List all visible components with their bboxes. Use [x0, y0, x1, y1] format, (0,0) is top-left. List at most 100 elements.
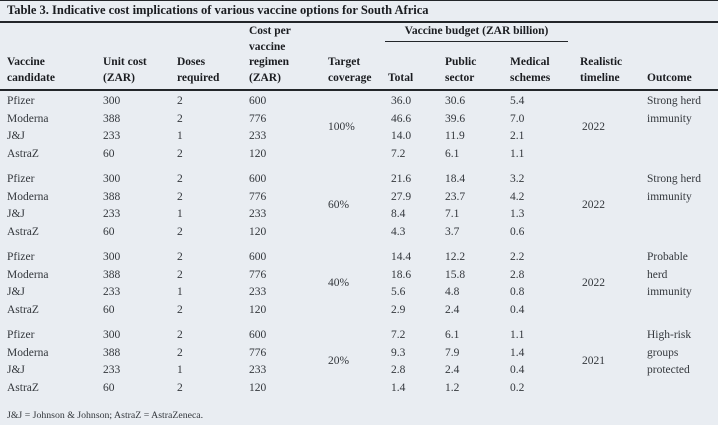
cell-medical-schemes: 0.8	[510, 286, 525, 298]
cell-doses-required: 2	[177, 190, 183, 203]
cell-public-sector: 12.2	[445, 251, 466, 263]
cell-doses-required: 1	[177, 130, 183, 142]
column-header-realistic-timeline: Realistic timeline	[580, 56, 623, 84]
cell-public-sector: 7.9	[445, 346, 460, 359]
cell-outcome: Strong herd immunity	[647, 95, 701, 125]
cell-unit-cost: 388	[103, 112, 121, 125]
cell-budget-total: 18.6	[391, 268, 412, 281]
cell-medical-schemes: 1.1	[510, 329, 525, 341]
table-header: Vaccine budget (ZAR billion) Vaccine can…	[0, 23, 718, 91]
cell-public-sector: 2.4	[445, 303, 460, 316]
cell-budget-total: 14.4	[391, 251, 412, 263]
cell-public-sector: 23.7	[445, 190, 466, 203]
cell-budget-total: 7.2	[391, 329, 406, 341]
cell-vaccine-candidate: J&J	[7, 286, 25, 298]
table-groups: Pfizer 300 2 600 36.0 30.6 5.4 Moderna 388 2 776 46…	[0, 93, 718, 397]
cell-regimen-cost: 233	[249, 130, 267, 142]
cell-vaccine-candidate: J&J	[7, 130, 25, 142]
cell-budget-total: 4.3	[391, 225, 406, 238]
cell-public-sector: 1.2	[445, 381, 460, 394]
cell-medical-schemes: 2.8	[510, 268, 525, 281]
cell-regimen-cost: 120	[249, 147, 267, 160]
cell-regimen-cost: 776	[249, 268, 267, 281]
cell-public-sector: 6.1	[445, 147, 460, 160]
cell-medical-schemes: 7.0	[510, 112, 525, 125]
column-header-unit-cost: Unit cost (ZAR)	[103, 56, 147, 84]
cell-budget-total: 36.0	[391, 95, 412, 107]
cell-doses-required: 1	[177, 208, 183, 220]
cell-vaccine-candidate: Pfizer	[7, 95, 35, 107]
cell-unit-cost: 233	[103, 364, 121, 376]
cell-public-sector: 7.1	[445, 208, 460, 220]
cell-budget-total: 8.4	[391, 208, 406, 220]
cell-medical-schemes: 1.1	[510, 147, 525, 160]
cell-budget-total: 46.6	[391, 112, 412, 125]
cell-budget-total: 21.6	[391, 173, 412, 185]
cell-realistic-timeline: 2022	[582, 277, 605, 290]
cell-public-sector: 15.8	[445, 268, 466, 281]
column-header-target-coverage: Target coverage	[328, 56, 372, 84]
cell-budget-total: 1.4	[391, 381, 406, 394]
cell-regimen-cost: 600	[249, 173, 267, 185]
cell-medical-schemes: 0.6	[510, 225, 525, 238]
cell-regimen-cost: 233	[249, 364, 267, 376]
vaccine-group: Pfizer 300 2 600 21.6 18.4 3.2 Moderna 388 2 776 27…	[0, 171, 718, 241]
cell-regimen-cost: 776	[249, 346, 267, 359]
cell-unit-cost: 60	[103, 381, 115, 394]
cell-public-sector: 18.4	[445, 173, 466, 185]
cell-outcome: Probable herd immunity	[647, 251, 692, 298]
cell-doses-required: 2	[177, 346, 183, 359]
column-header-regimen-cost: Cost per vaccine regimen (ZAR)	[249, 25, 291, 84]
cell-medical-schemes: 4.2	[510, 190, 525, 203]
cell-medical-schemes: 2.1	[510, 130, 525, 142]
cell-medical-schemes: 3.2	[510, 173, 525, 185]
cell-public-sector: 6.1	[445, 329, 460, 341]
cell-unit-cost: 300	[103, 251, 121, 263]
cell-doses-required: 2	[177, 112, 183, 125]
cell-unit-cost: 60	[103, 147, 115, 160]
cell-target-coverage: 40%	[328, 277, 350, 290]
column-header-doses-required: Doses required	[177, 56, 220, 84]
vaccine-group: Pfizer 300 2 600 7.2 6.1 1.1 Moderna 388 2 776 9.3 7…	[0, 327, 718, 397]
cell-unit-cost: 388	[103, 346, 121, 359]
cell-vaccine-candidate: Pfizer	[7, 251, 35, 263]
cell-doses-required: 2	[177, 329, 183, 341]
vaccine-group: Pfizer 300 2 600 14.4 12.2 2.2 Moderna 388 2 776 18…	[0, 249, 718, 319]
cell-vaccine-candidate: Moderna	[7, 112, 49, 125]
cell-doses-required: 2	[177, 225, 183, 238]
cell-regimen-cost: 600	[249, 329, 267, 341]
cell-vaccine-candidate: Moderna	[7, 346, 49, 359]
cell-doses-required: 2	[177, 251, 183, 263]
cell-target-coverage: 20%	[328, 355, 350, 368]
cell-regimen-cost: 120	[249, 303, 267, 316]
cell-realistic-timeline: 2022	[582, 199, 605, 212]
cell-medical-schemes: 0.4	[510, 303, 525, 316]
cell-doses-required: 2	[177, 381, 183, 394]
cell-medical-schemes: 1.3	[510, 208, 525, 220]
cell-budget-total: 5.6	[391, 286, 406, 298]
cell-budget-total: 2.8	[391, 364, 406, 376]
cell-vaccine-candidate: AstraZ	[7, 147, 39, 160]
cell-unit-cost: 388	[103, 190, 121, 203]
cell-medical-schemes: 0.4	[510, 364, 525, 376]
cell-budget-total: 7.2	[391, 147, 406, 160]
cell-public-sector: 3.7	[445, 225, 460, 238]
table-footnote: J&J = Johnson & Johnson; AstraZ = AstraZ…	[7, 410, 204, 421]
cell-regimen-cost: 120	[249, 381, 267, 394]
cell-unit-cost: 233	[103, 208, 121, 220]
cell-medical-schemes: 0.2	[510, 381, 525, 394]
column-header-vaccine-candidate: Vaccine candidate	[7, 56, 55, 84]
cell-realistic-timeline: 2021	[582, 355, 605, 368]
cell-medical-schemes: 1.4	[510, 346, 525, 359]
cell-vaccine-candidate: AstraZ	[7, 303, 39, 316]
cell-regimen-cost: 776	[249, 112, 267, 125]
cell-unit-cost: 300	[103, 329, 121, 341]
cell-vaccine-candidate: Moderna	[7, 268, 49, 281]
cell-budget-total: 14.0	[391, 130, 412, 142]
cell-public-sector: 39.6	[445, 112, 466, 125]
cell-vaccine-candidate: AstraZ	[7, 225, 39, 238]
cell-unit-cost: 233	[103, 130, 121, 142]
cell-regimen-cost: 776	[249, 190, 267, 203]
cell-public-sector: 2.4	[445, 364, 460, 376]
cell-outcome: Strong herd immunity	[647, 173, 701, 203]
